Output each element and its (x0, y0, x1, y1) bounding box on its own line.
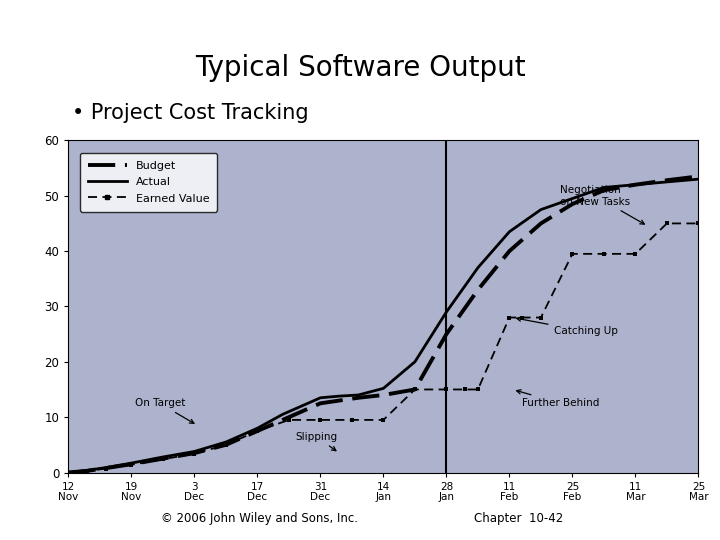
Actual (102, 464, 111, 471)
Earned Value (536, 314, 545, 321)
Budget (536, 220, 545, 227)
Budget (410, 386, 419, 393)
Budget (442, 331, 451, 338)
Earned Value (284, 417, 293, 423)
Earned Value (662, 220, 671, 227)
Actual (222, 439, 230, 446)
Earned Value (316, 417, 325, 423)
Budget (335, 397, 343, 404)
Budget (158, 455, 167, 462)
Earned Value (410, 386, 419, 393)
Actual (158, 454, 167, 460)
Actual (64, 469, 73, 476)
Budget (102, 465, 111, 471)
Budget (631, 181, 639, 188)
Actual (600, 184, 608, 191)
Budget (694, 173, 703, 180)
Earned Value (505, 314, 514, 321)
Actual (127, 460, 136, 467)
Earned Value (253, 428, 262, 434)
Budget (354, 395, 362, 401)
Actual (279, 411, 287, 417)
Line: Earned Value: Earned Value (66, 221, 701, 475)
Budget (83, 468, 91, 474)
Actual (694, 176, 703, 183)
Text: Negotiation
on New Tasks: Negotiation on New Tasks (560, 185, 644, 224)
Actual (335, 393, 343, 400)
Budget (190, 450, 199, 456)
Actual (662, 179, 671, 185)
Budget (379, 392, 387, 399)
Budget (505, 248, 514, 254)
Actual (410, 359, 419, 365)
Budget (222, 442, 230, 448)
Budget (253, 428, 262, 434)
Legend: Budget, Actual, Earned Value: Budget, Actual, Earned Value (80, 153, 217, 212)
Actual (505, 228, 514, 235)
Actual (297, 403, 306, 409)
Earned Value (379, 417, 387, 423)
Earned Value (461, 386, 469, 393)
Earned Value (83, 468, 91, 474)
Earned Value (600, 251, 608, 257)
Earned Value (348, 417, 356, 423)
Budget (127, 461, 136, 468)
Budget (64, 469, 73, 476)
Actual (354, 392, 362, 399)
Text: Typical Software Output: Typical Software Output (194, 53, 526, 82)
Budget (568, 201, 577, 207)
Text: © 2006 John Wiley and Sons, Inc.: © 2006 John Wiley and Sons, Inc. (161, 512, 358, 525)
Actual (474, 265, 482, 271)
Earned Value (694, 220, 703, 227)
Budget (600, 187, 608, 193)
Earned Value (222, 442, 230, 448)
Earned Value (190, 450, 199, 457)
Actual (379, 385, 387, 392)
Text: Chapter  10-42: Chapter 10-42 (474, 512, 563, 525)
Actual (442, 309, 451, 315)
Earned Value (518, 314, 526, 321)
Earned Value (127, 462, 136, 468)
Earned Value (631, 251, 639, 257)
Budget (297, 408, 306, 415)
Budget (316, 400, 325, 407)
Line: Budget: Budget (68, 177, 698, 472)
Actual (83, 467, 91, 474)
Earned Value (158, 456, 167, 462)
Text: On Target: On Target (135, 399, 194, 423)
Text: Catching Up: Catching Up (517, 317, 617, 336)
Text: Slipping: Slipping (295, 431, 338, 451)
Actual (253, 425, 262, 431)
Actual (536, 206, 545, 213)
Budget (474, 287, 482, 293)
Actual (568, 195, 577, 202)
Earned Value (474, 386, 482, 393)
Text: Further Behind: Further Behind (516, 390, 599, 408)
Line: Actual: Actual (68, 179, 698, 472)
Budget (279, 417, 287, 423)
Earned Value (442, 386, 451, 393)
Actual (316, 395, 325, 401)
Actual (631, 181, 639, 188)
Earned Value (568, 251, 577, 257)
Budget (662, 177, 671, 184)
Text: • Project Cost Tracking: • Project Cost Tracking (72, 103, 309, 124)
Actual (190, 448, 199, 455)
Earned Value (64, 469, 73, 476)
Earned Value (102, 465, 111, 472)
